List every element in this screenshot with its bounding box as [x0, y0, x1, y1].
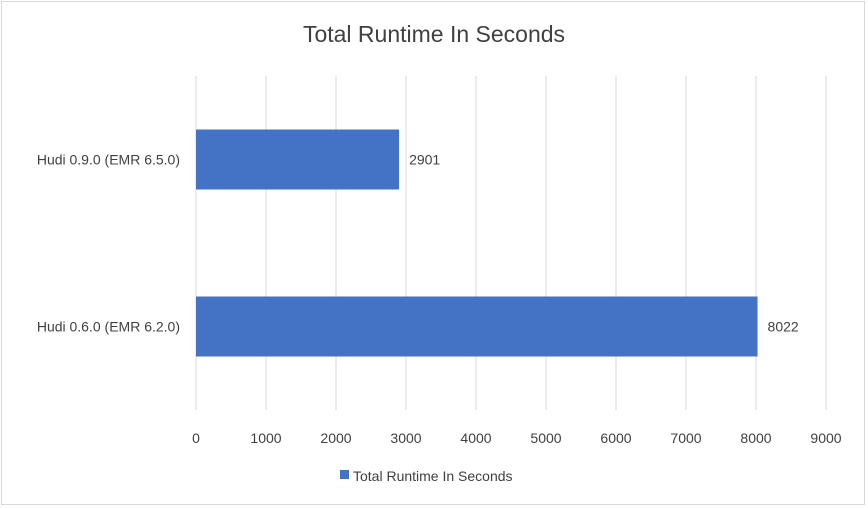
x-tick-label: 9000: [810, 430, 841, 446]
gridlines: [195, 76, 827, 410]
x-tick-label: 6000: [600, 430, 631, 446]
x-tick-label: 0: [192, 430, 200, 446]
data-label: 2901: [409, 152, 440, 168]
x-tick-label: 1000: [250, 430, 281, 446]
chart-title: Total Runtime In Seconds: [303, 21, 565, 47]
category-label: Hudi 0.6.0 (EMR 6.2.0): [37, 319, 180, 335]
legend: Total Runtime In Seconds: [340, 468, 513, 484]
bars: [196, 129, 758, 357]
data-label: 8022: [768, 319, 799, 335]
legend-swatch: [340, 470, 349, 479]
data-labels: 2901 8022: [409, 152, 799, 335]
x-axis-tick-labels: 0 1000 2000 3000 4000 5000 6000 7000 8000 9000: [192, 430, 842, 446]
x-tick-label: 8000: [740, 430, 771, 446]
x-tick-label: 2000: [320, 430, 351, 446]
bar: [196, 129, 400, 190]
category-label: Hudi 0.9.0 (EMR 6.5.0): [37, 152, 180, 168]
x-tick-label: 5000: [530, 430, 561, 446]
x-tick-label: 4000: [460, 430, 491, 446]
category-labels: Hudi 0.9.0 (EMR 6.5.0) Hudi 0.6.0 (EMR 6.…: [37, 152, 180, 335]
x-tick-label: 3000: [390, 430, 421, 446]
legend-label: Total Runtime In Seconds: [353, 468, 513, 484]
x-tick-label: 7000: [670, 430, 701, 446]
bar: [196, 296, 758, 357]
